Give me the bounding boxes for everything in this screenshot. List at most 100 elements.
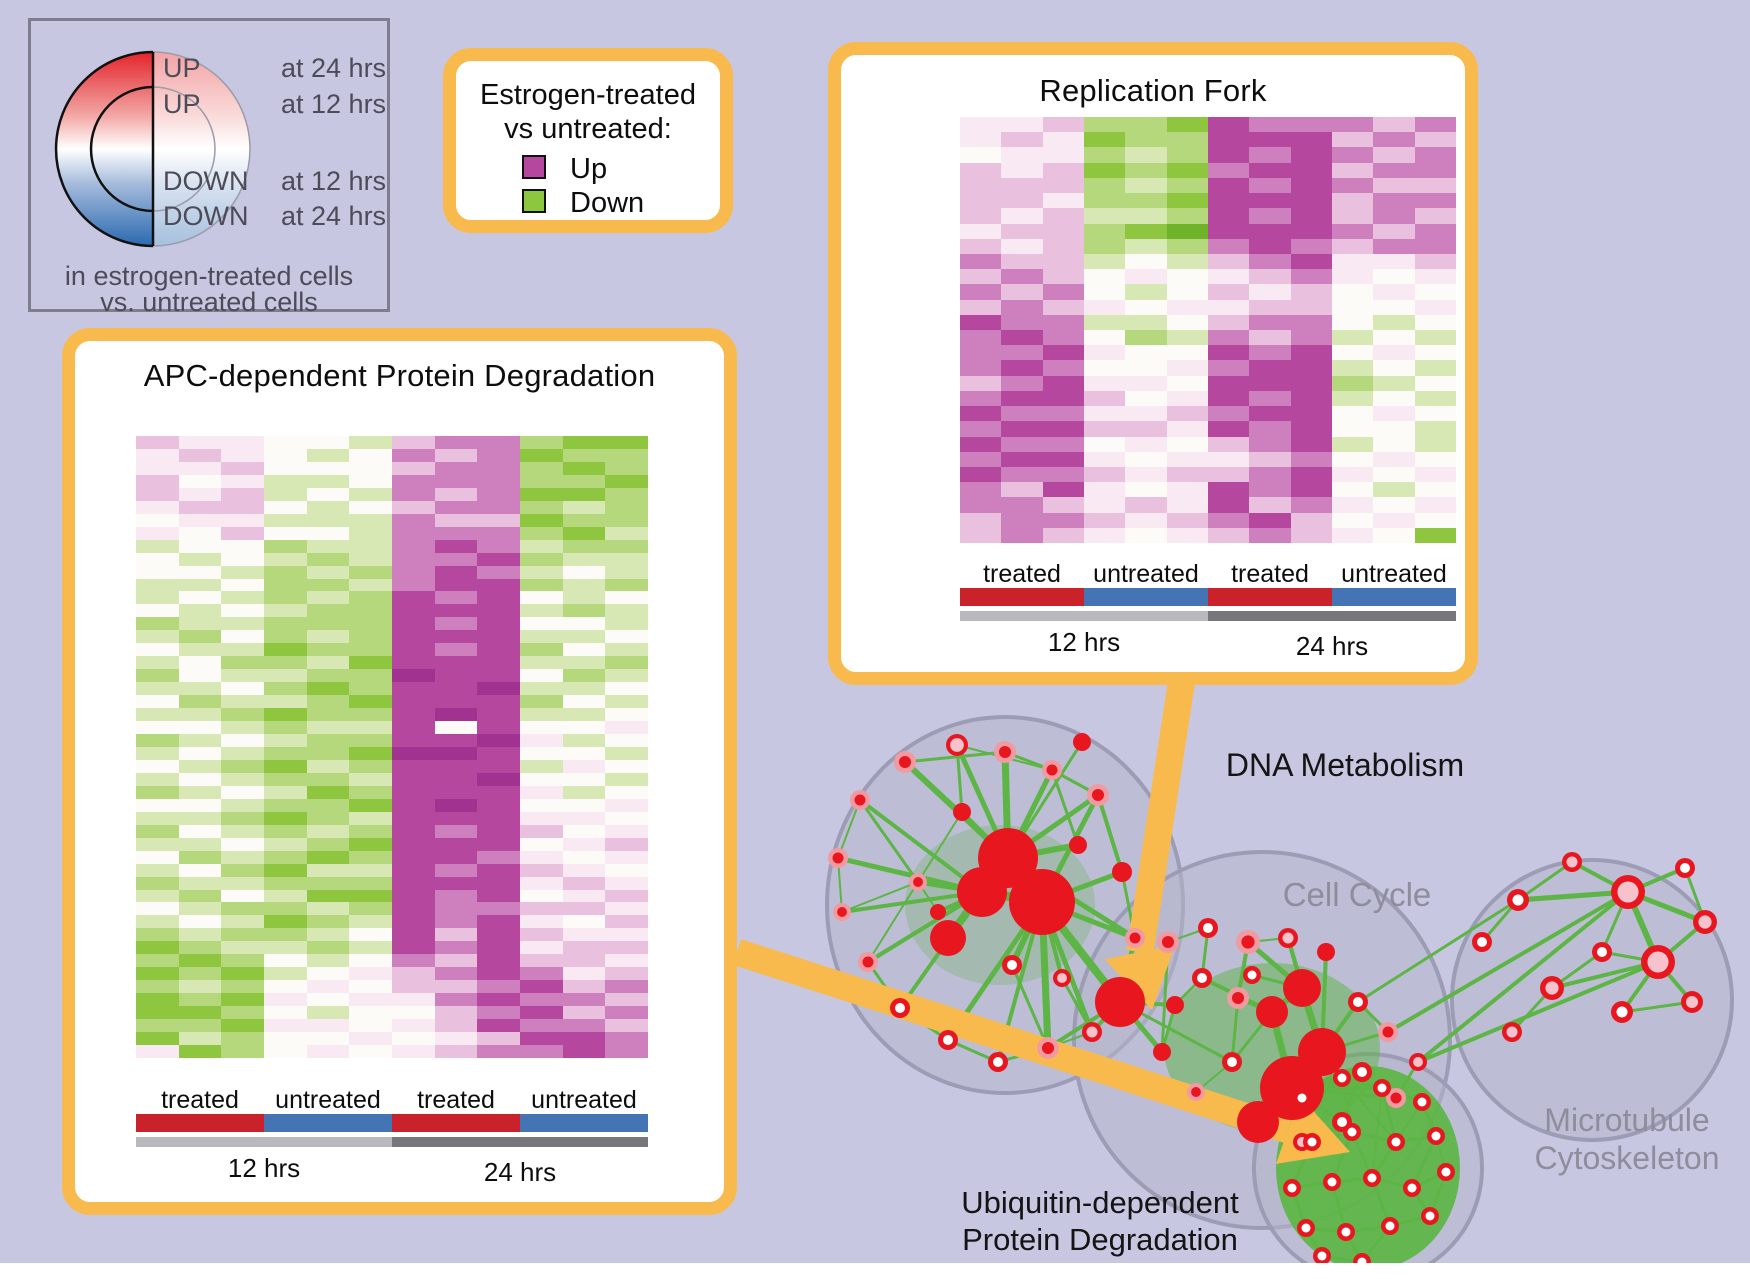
- heatmap-cell: [392, 448, 435, 462]
- heatmap-cell: [1373, 421, 1415, 437]
- heatmap-cell: [136, 1032, 179, 1046]
- heatmap-cell: [1414, 482, 1456, 498]
- heatmap-cell: [136, 487, 179, 501]
- heatmap-cell: [1166, 193, 1208, 209]
- heatmap-cell: [562, 1006, 606, 1020]
- heatmap-cell: [1414, 421, 1456, 437]
- heatmap-cell: [477, 682, 520, 696]
- heatmap-cell: [1290, 299, 1332, 315]
- network-node: [1337, 1073, 1347, 1083]
- heatmap-cell: [264, 902, 307, 916]
- concentric-ring-diagram: [54, 50, 251, 248]
- heatmap-cell: [392, 526, 435, 540]
- heatmap-cell: [349, 474, 392, 488]
- heatmap-cell: [1125, 299, 1167, 315]
- updown-legend-title-2: vs untreated:: [504, 113, 672, 145]
- heatmap-cell: [520, 721, 563, 735]
- heatmap-cell: [1207, 269, 1250, 285]
- heatmap-cell: [306, 954, 350, 968]
- network-edge: [1621, 1000, 1693, 1014]
- heatmap-cell: [520, 617, 563, 631]
- heatmap-cell: [392, 850, 435, 864]
- heatmap-cell: [477, 643, 520, 657]
- heatmap-cell: [477, 967, 520, 981]
- heatmap-cell: [960, 345, 1002, 361]
- heatmap-cell: [1207, 497, 1250, 513]
- network-node: [930, 920, 966, 956]
- heatmap-cell: [960, 482, 1002, 498]
- heatmap-cell: [1001, 223, 1043, 239]
- heatmap-cell: [1331, 269, 1374, 285]
- heatmap-cell: [1166, 466, 1208, 483]
- heatmap-cell: [605, 824, 648, 838]
- heatmap-cell: [349, 578, 392, 592]
- heatmap-cell: [1001, 497, 1043, 513]
- heatmap-cell: [605, 1006, 648, 1020]
- heatmap-cell: [477, 746, 520, 760]
- heatmap-cell: [1207, 406, 1250, 422]
- heatmap-cell: [562, 980, 606, 994]
- heatmap-cell: [1001, 299, 1043, 315]
- heatmap-cell: [1290, 451, 1332, 467]
- heatmap-cell: [434, 500, 478, 514]
- heatmap-cell: [306, 461, 350, 475]
- heatmap-cell: [1083, 466, 1126, 483]
- heatmap-cell: [1001, 162, 1043, 178]
- heatmap-cell: [1166, 345, 1208, 361]
- network-edge: [1050, 769, 1080, 846]
- heatmap-cell: [1331, 177, 1374, 194]
- heatmap-cell: [434, 656, 478, 670]
- heatmap-cell: [349, 591, 392, 605]
- heatmap-cell: [1290, 132, 1332, 148]
- heatmap-cell: [520, 656, 563, 670]
- heatmap-cell: [1042, 193, 1084, 209]
- heatmap-cell: [1001, 314, 1043, 330]
- heatmap-cell: [434, 746, 478, 760]
- network-node: [1597, 947, 1607, 957]
- heatmap-cell: [520, 682, 563, 696]
- heatmap-cell: [1373, 314, 1415, 330]
- heatmap-cell: [434, 889, 478, 903]
- heatmap-cell: [306, 604, 350, 618]
- heatmap-cell: [1373, 390, 1415, 407]
- heatmap-cell: [477, 604, 520, 618]
- heatmap-cell: [1083, 284, 1126, 300]
- network-node: [1095, 977, 1145, 1027]
- network-node: [1112, 862, 1132, 882]
- heatmap-cell: [960, 390, 1002, 407]
- heatmap-cell: [392, 552, 435, 566]
- heatmap-cell: [605, 474, 648, 488]
- network-node: [1297, 1093, 1307, 1103]
- heatmap-cell: [477, 552, 520, 566]
- heatmap-cell: [1249, 390, 1291, 407]
- network-edge: [858, 798, 984, 894]
- network-edge: [1371, 1087, 1383, 1179]
- heatmap-cell: [1207, 482, 1250, 498]
- heatmap-cell: [605, 928, 648, 942]
- heatmap-cell: [605, 539, 648, 553]
- heatmap-cell: [1042, 497, 1084, 513]
- heatmap-cell: [1042, 117, 1084, 133]
- heatmap-cell: [605, 746, 648, 760]
- heatmap-cell: [1125, 253, 1167, 270]
- heatmap-cell: [434, 980, 478, 994]
- heatmap-cell: [477, 798, 520, 812]
- heatmap-cell: [178, 811, 222, 825]
- heatmap-cell: [434, 630, 478, 644]
- heatmap-cell: [1001, 527, 1043, 543]
- heatmap-cell: [477, 759, 520, 773]
- network-node: [1512, 894, 1524, 906]
- heatmap-cell: [1125, 345, 1167, 361]
- heatmap-cell: [1249, 406, 1291, 422]
- heatmap-cell: [1207, 238, 1250, 254]
- heatmap-cell: [1331, 436, 1374, 452]
- heatmap-cell: [1042, 299, 1084, 315]
- heatmap-cell: [178, 630, 222, 644]
- heatmap-cell: [306, 772, 350, 786]
- heatmap-cell: [136, 448, 179, 462]
- heatmap-cell: [264, 682, 307, 696]
- heatmap-cell: [1249, 238, 1291, 254]
- heatmap-cell: [562, 604, 606, 618]
- heatmap-cell: [136, 669, 179, 683]
- heatmap-cell: [306, 539, 350, 553]
